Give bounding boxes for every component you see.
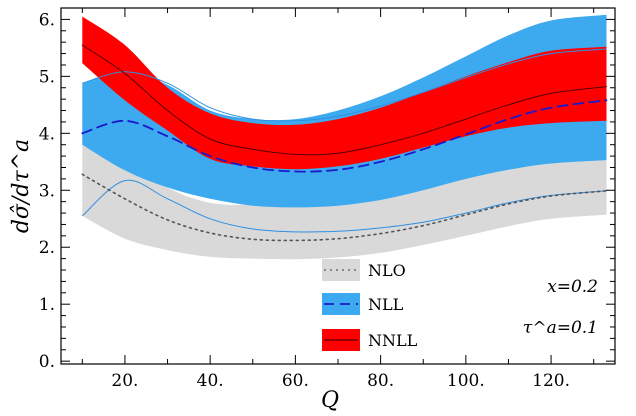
- x-axis-label: Q: [321, 388, 339, 413]
- legend-label-nnll: NNLL: [368, 331, 418, 350]
- series-lines: [81, 44, 608, 242]
- x-tick-label: 40.: [197, 371, 224, 391]
- y-tick-label: 6.: [39, 10, 55, 30]
- annotation-x: x=0.2: [547, 277, 598, 297]
- y-tick-label: 3.: [39, 181, 55, 201]
- y-axis-label: dσ̂/dτ^a: [9, 139, 34, 233]
- central-line-nlo: [81, 173, 608, 242]
- scale-line-nlo: [81, 179, 607, 233]
- x-tick-label: 120.: [532, 371, 570, 391]
- y-tick-label: 2.: [39, 238, 55, 258]
- legend-label-nll: NLL: [368, 295, 404, 314]
- y-tick-label: 1.: [39, 295, 55, 315]
- y-tick-label: 5.: [39, 67, 55, 87]
- x-tick-label: 20.: [111, 371, 138, 391]
- uncertainty-bands: [82, 14, 607, 260]
- legend-swatch-nlo: [322, 259, 360, 281]
- x-tick-label: 60.: [282, 371, 309, 391]
- annotation-tau: τ^a=0.1: [523, 318, 598, 338]
- axis-ticks: 20. 40. 60. 80. 100. 120. 0. 1. 2. 3. 4. 5. 6.: [39, 8, 615, 391]
- band-nlo: [82, 111, 607, 260]
- central-line-nnll: [81, 44, 607, 156]
- x-tick-label: 100.: [447, 371, 485, 391]
- y-tick-label: 4.: [39, 124, 55, 144]
- y-tick-label: 0.: [39, 352, 55, 372]
- x-tick-label: 80.: [367, 371, 394, 391]
- scale-line-nll: [82, 48, 607, 122]
- legend: NLO NLL NNLL: [322, 259, 418, 351]
- legend-label-nlo: NLO: [368, 261, 406, 280]
- central-line-nll: [81, 99, 608, 173]
